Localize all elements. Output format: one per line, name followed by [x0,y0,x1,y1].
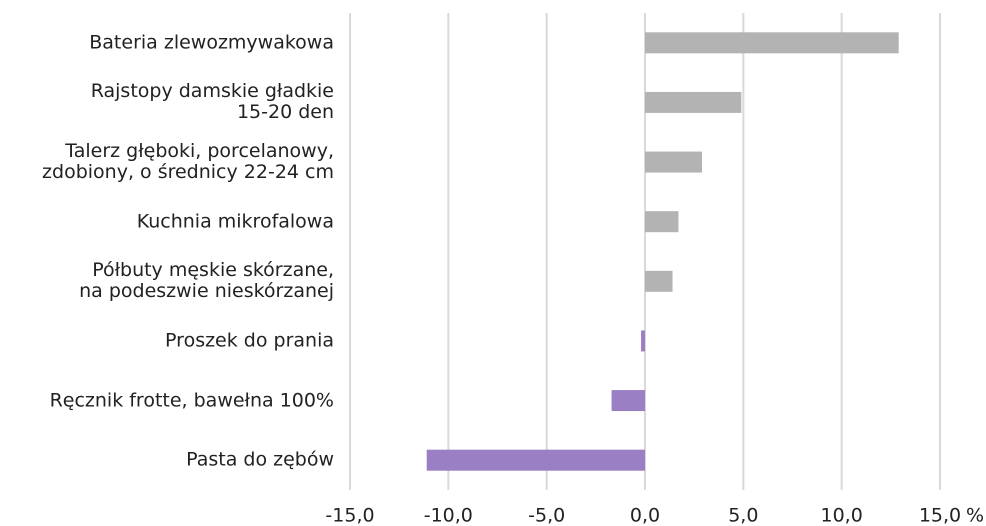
bar [426,449,645,471]
bar [611,390,645,412]
category-label: Półbuty męskie skórzane, na podeszwie ni… [79,259,334,303]
bar [645,32,899,54]
category-label: Ręcznik frotte, bawełna 100% [49,389,334,412]
bar [645,270,673,292]
bar [645,211,679,233]
x-tick-label: 0,0 [630,505,660,526]
x-tick-label: -15,0 [325,505,374,526]
bar [641,330,645,352]
x-tick-label: 5,0 [728,505,758,526]
bar [645,151,703,173]
category-label: Rajstopy damskie gładkie 15-20 den [90,80,334,124]
bar [645,91,742,113]
category-label: Pasta do zębów [186,448,334,471]
x-tick-label: -5,0 [528,505,565,526]
x-tick-label: -10,0 [424,505,473,526]
x-unit: % [966,505,984,526]
category-label: Proszek do prania [165,329,334,352]
category-label: Bateria zlewozmywakowa [89,31,334,54]
x-tick-label: 15,0 [919,505,961,526]
category-label: Kuchnia mikrofalowa [136,210,334,233]
category-label: Talerz głęboki, porcelanowy, zdobiony, o… [42,140,334,184]
x-tick-label: 10,0 [821,505,863,526]
